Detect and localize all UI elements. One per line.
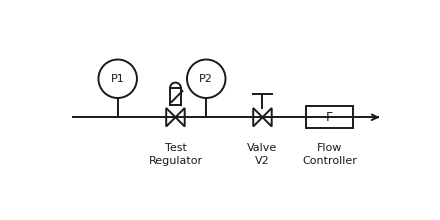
Text: Regulator: Regulator [148,156,202,166]
Circle shape [187,59,225,98]
Text: Flow: Flow [317,143,342,153]
Bar [306,106,352,128]
Text: Test: Test [165,143,187,153]
Text: P2: P2 [199,74,213,84]
Circle shape [99,59,137,98]
Text: Valve: Valve [247,143,278,153]
Text: V2: V2 [255,156,270,166]
Text: P1: P1 [111,74,125,84]
Text: F: F [326,111,333,124]
Text: Controller: Controller [302,156,357,166]
